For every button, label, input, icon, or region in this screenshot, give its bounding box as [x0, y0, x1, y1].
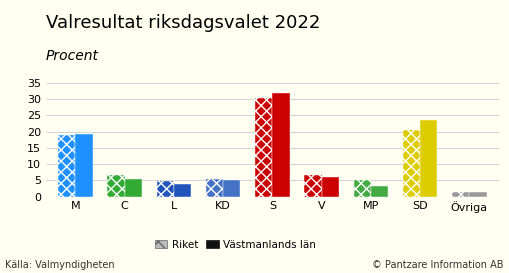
Bar [125, 179, 142, 197]
Bar [255, 98, 272, 197]
Bar [272, 93, 290, 197]
Bar [157, 181, 174, 197]
Bar [75, 134, 93, 197]
Bar [354, 180, 371, 197]
Bar [469, 192, 487, 197]
Text: © Pantzare Information AB: © Pantzare Information AB [373, 260, 504, 270]
Text: Valresultat riksdagsvalet 2022: Valresultat riksdagsvalet 2022 [46, 14, 320, 32]
Bar [58, 135, 75, 197]
Bar [322, 177, 339, 197]
Bar [174, 183, 191, 197]
Bar [452, 192, 469, 197]
Bar [371, 186, 388, 197]
Text: Källa: Valmyndigheten: Källa: Valmyndigheten [5, 260, 115, 270]
Bar [420, 120, 437, 197]
Bar [206, 179, 223, 197]
Bar [223, 180, 240, 197]
Bar [304, 175, 322, 197]
Bar [107, 175, 125, 197]
Text: Procent: Procent [46, 49, 99, 63]
Legend: Riket, Västmanlands län: Riket, Västmanlands län [151, 235, 320, 254]
Bar [403, 130, 420, 197]
